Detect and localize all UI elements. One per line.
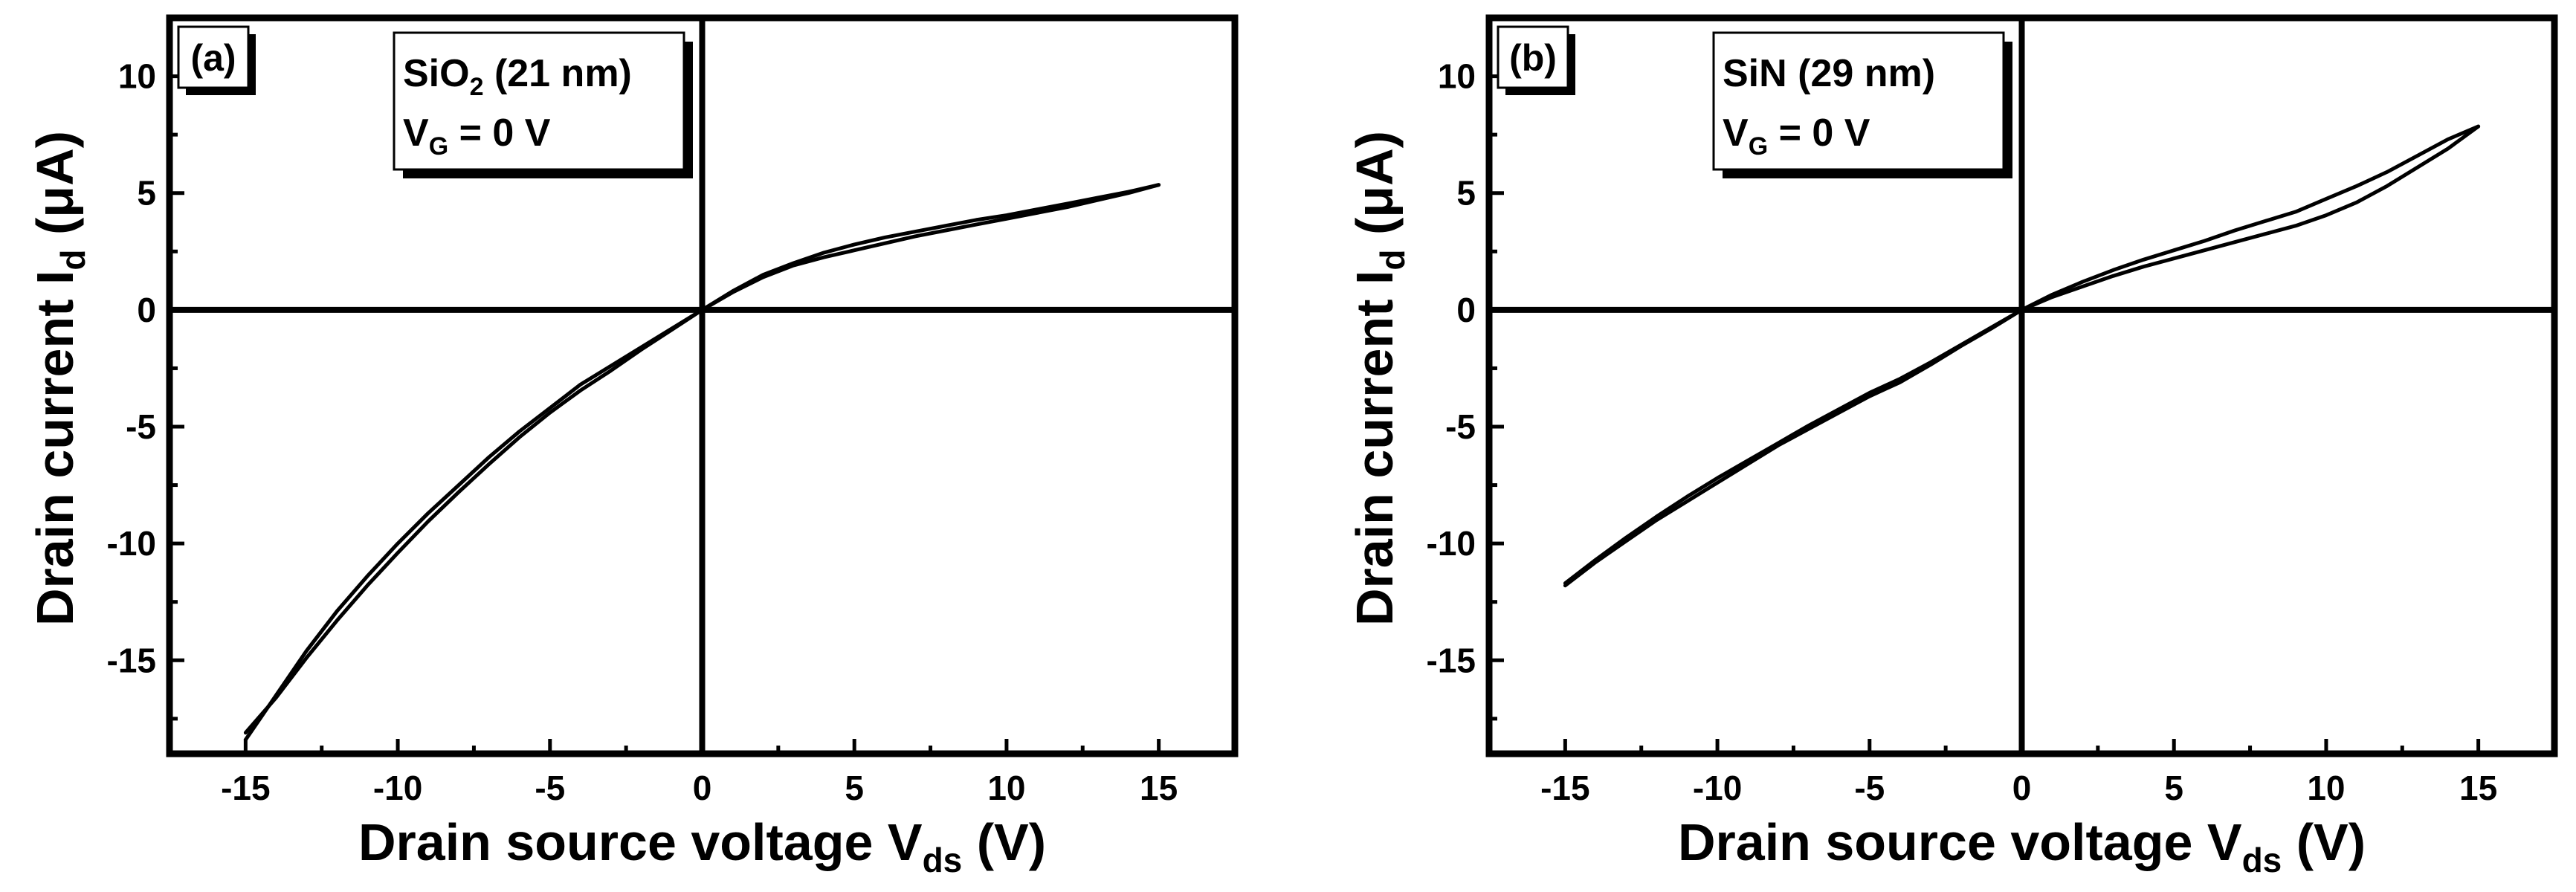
panel-a-y-axis-title: Drain current Id (μA) [26, 131, 92, 626]
panel-b-x-tick-label: -10 [1693, 769, 1742, 807]
panel-a-x-tick-label: -5 [535, 769, 565, 807]
panel-b-x-tick-label: 0 [2012, 769, 2032, 807]
panel-a-x-tick-label: 15 [1140, 769, 1178, 807]
panel-b-x-tick-label: -5 [1854, 769, 1885, 807]
panel-b-series-reverse-line [1563, 124, 2481, 586]
panel-a-y-tick-label: -15 [107, 641, 156, 679]
panel-b-x-tick-label: 10 [2307, 769, 2345, 807]
panel-b-y-axis-title: Drain current Id (μA) [1346, 131, 1412, 626]
panel-b-y-tick-label: 10 [1438, 57, 1476, 96]
panel-b-annotation-gate-voltage: VG = 0 V [1723, 112, 1870, 161]
panel-b-y-tick-label: 5 [1456, 174, 1476, 213]
panel-b-x-tick-label: -15 [1540, 769, 1589, 807]
panel-b-y-tick-label: -10 [1427, 524, 1476, 563]
panel-a-x-tick-label: 0 [693, 769, 712, 807]
panel-a-y-tick-label: 0 [137, 291, 156, 329]
panel-b-y-tick-label: 0 [1456, 291, 1476, 329]
panel-a-x-axis-title: Drain source voltage Vds (V) [358, 813, 1046, 879]
panel-a-annotation-material: SiO2 (21 nm) [403, 52, 632, 101]
panel-b-y-tick-label: -5 [1445, 407, 1476, 446]
panel-a-annotation-box: SiO2 (21 nm) VG = 0 V [393, 31, 693, 178]
panel-a-x-tick-label: -10 [373, 769, 422, 807]
panel-a-x-tick-label: 10 [987, 769, 1025, 807]
panel-a-annotation-gate-voltage: VG = 0 V [403, 112, 551, 161]
panel-b: -15 -10 -5 0 5 10 15 -15 -10 -5 0 5 10 Drain source v… [1346, 14, 2558, 879]
svg-text:(b): (b) [1509, 37, 1557, 79]
panel-b-annotation-box: SiN (29 nm) VG = 0 V [1712, 31, 2012, 178]
panel-a-x-tick-label: 5 [845, 769, 864, 807]
panel-a: -15 -10 -5 0 5 10 15 -15 -10 -5 0 5 10 Drain source v… [26, 14, 1239, 879]
panel-b-x-tick-label: 5 [2164, 769, 2183, 807]
panel-a-y-tick-label: -10 [107, 524, 156, 563]
svg-text:(a): (a) [190, 37, 236, 79]
panel-b-x-tick-label: 15 [2459, 769, 2497, 807]
panel-b-x-axis-title: Drain source voltage Vds (V) [1678, 813, 2366, 879]
panel-a-series-reverse-line [243, 183, 1161, 735]
panel-a-y-tick-label: 5 [137, 174, 156, 213]
panel-b-panel-label: (b) [1497, 25, 1575, 95]
panel-a-y-tick-label: 10 [118, 57, 156, 96]
panel-b-annotation-material: SiN (29 nm) [1723, 52, 1935, 95]
panel-a-x-tick-label: -15 [221, 769, 270, 807]
panel-a-y-tick-label: -5 [126, 407, 156, 446]
panel-a-panel-label: (a) [177, 25, 256, 95]
panel-b-y-tick-label: -15 [1427, 641, 1476, 679]
